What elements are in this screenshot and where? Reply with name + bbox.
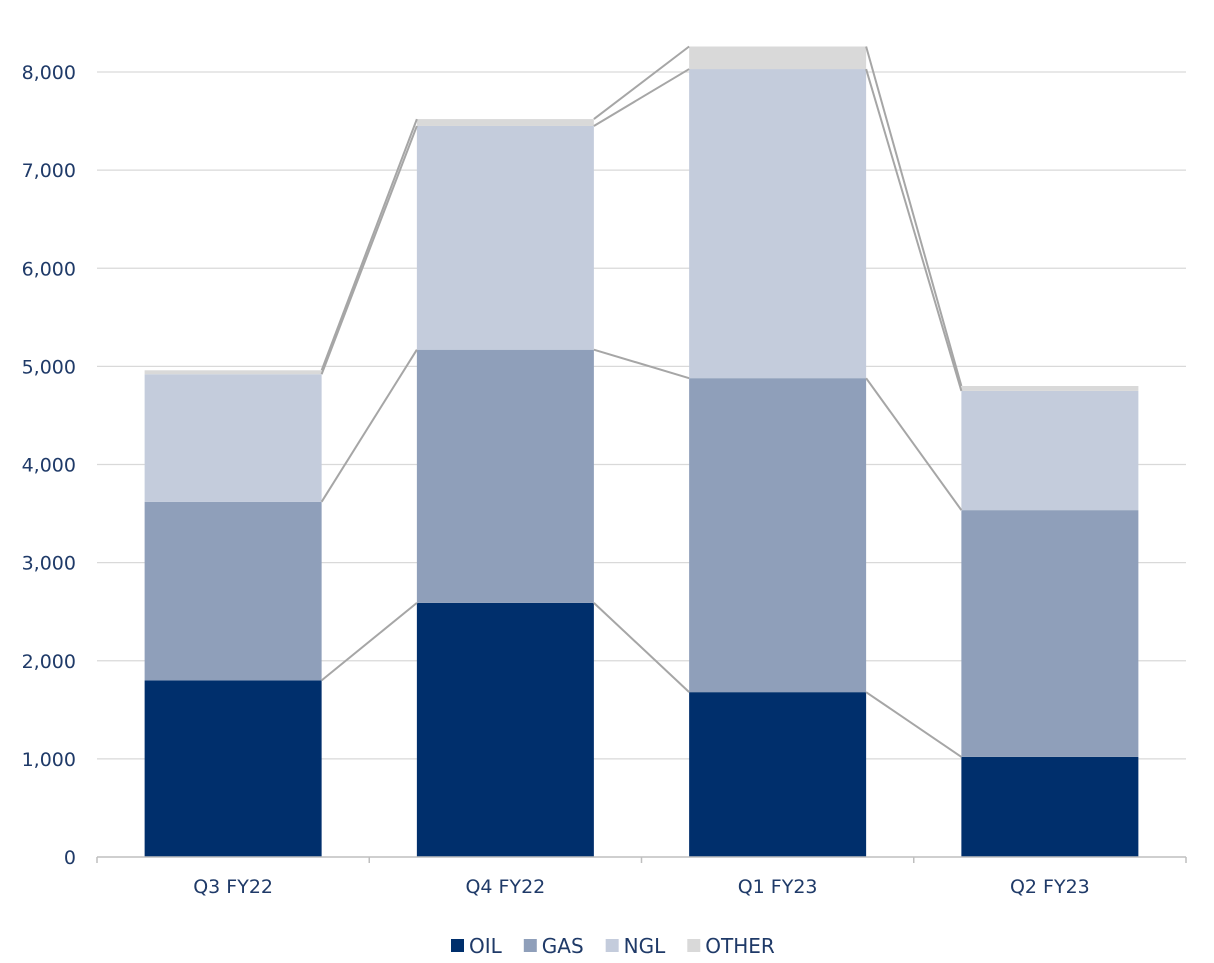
bar-oil-q4-fy22 [416, 602, 594, 857]
bar-other-q1-fy23 [689, 46, 867, 70]
legend-swatch-other [687, 939, 701, 952]
y-tick-label: 2,000 [22, 651, 76, 673]
bar-ngl-q2-fy23 [961, 390, 1139, 511]
bar-gas-q4-fy22 [416, 349, 594, 603]
y-tick-label: 7,000 [22, 160, 76, 182]
y-tick-label: 8,000 [22, 62, 76, 84]
bar-ngl-q3-fy22 [144, 374, 322, 502]
bar-gas-q3-fy22 [144, 501, 322, 681]
connector-gas [865, 377, 963, 511]
connector-other [593, 45, 690, 120]
bar-ngl-q4-fy22 [416, 125, 594, 350]
connector-oil [593, 602, 690, 693]
x-category-label: Q1 FY23 [738, 876, 818, 898]
bar-oil-q3-fy22 [144, 680, 322, 857]
bar-other-q2-fy23 [961, 386, 1139, 391]
bar-ngl-q1-fy23 [689, 69, 867, 379]
legend-swatch-gas [523, 939, 537, 952]
bars [144, 46, 1139, 857]
y-tick-label: 0 [64, 847, 76, 869]
legend-swatch-ngl [605, 939, 619, 952]
bar-gas-q2-fy23 [961, 510, 1139, 757]
bar-other-q4-fy22 [416, 119, 594, 126]
y-tick-label: 5,000 [22, 356, 76, 378]
connector-ngl [593, 68, 690, 127]
legend: OIL GAS NGL OTHER [451, 934, 775, 958]
connector-gas [320, 349, 418, 503]
bar-other-q3-fy22 [144, 370, 322, 375]
x-category-label: Q3 FY22 [193, 876, 273, 898]
bar-gas-q1-fy23 [689, 378, 867, 693]
connector-other [865, 46, 963, 387]
y-tick-label: 1,000 [22, 749, 76, 771]
y-tick-label: 3,000 [22, 553, 76, 575]
y-tick-label: 6,000 [22, 258, 76, 280]
connector-oil [865, 691, 962, 758]
connector-ngl [865, 68, 963, 392]
y-tick-label: 4,000 [22, 455, 76, 477]
connector-oil [320, 602, 418, 682]
legend-label-oil: OIL [469, 934, 503, 958]
x-axis: Q3 FY22 Q4 FY22 Q1 FY23 Q2 FY23 [96, 856, 1187, 898]
x-category-label: Q2 FY23 [1010, 876, 1090, 898]
series-connector-lines [320, 45, 963, 758]
connector-ngl [320, 125, 418, 375]
y-axis-tick-labels: 0 1,000 2,000 3,000 4,000 5,000 6,000 7,000 8,00… [22, 62, 76, 869]
bar-oil-q2-fy23 [961, 756, 1139, 857]
legend-label-gas: GAS [542, 934, 584, 958]
legend-label-ngl: NGL [624, 934, 666, 958]
x-category-label: Q4 FY22 [465, 876, 545, 898]
legend-label-other: OTHER [705, 934, 775, 958]
connector-gas [593, 348, 690, 380]
connector-other [320, 118, 418, 371]
legend-swatch-oil [451, 939, 464, 952]
bar-oil-q1-fy23 [689, 692, 867, 857]
